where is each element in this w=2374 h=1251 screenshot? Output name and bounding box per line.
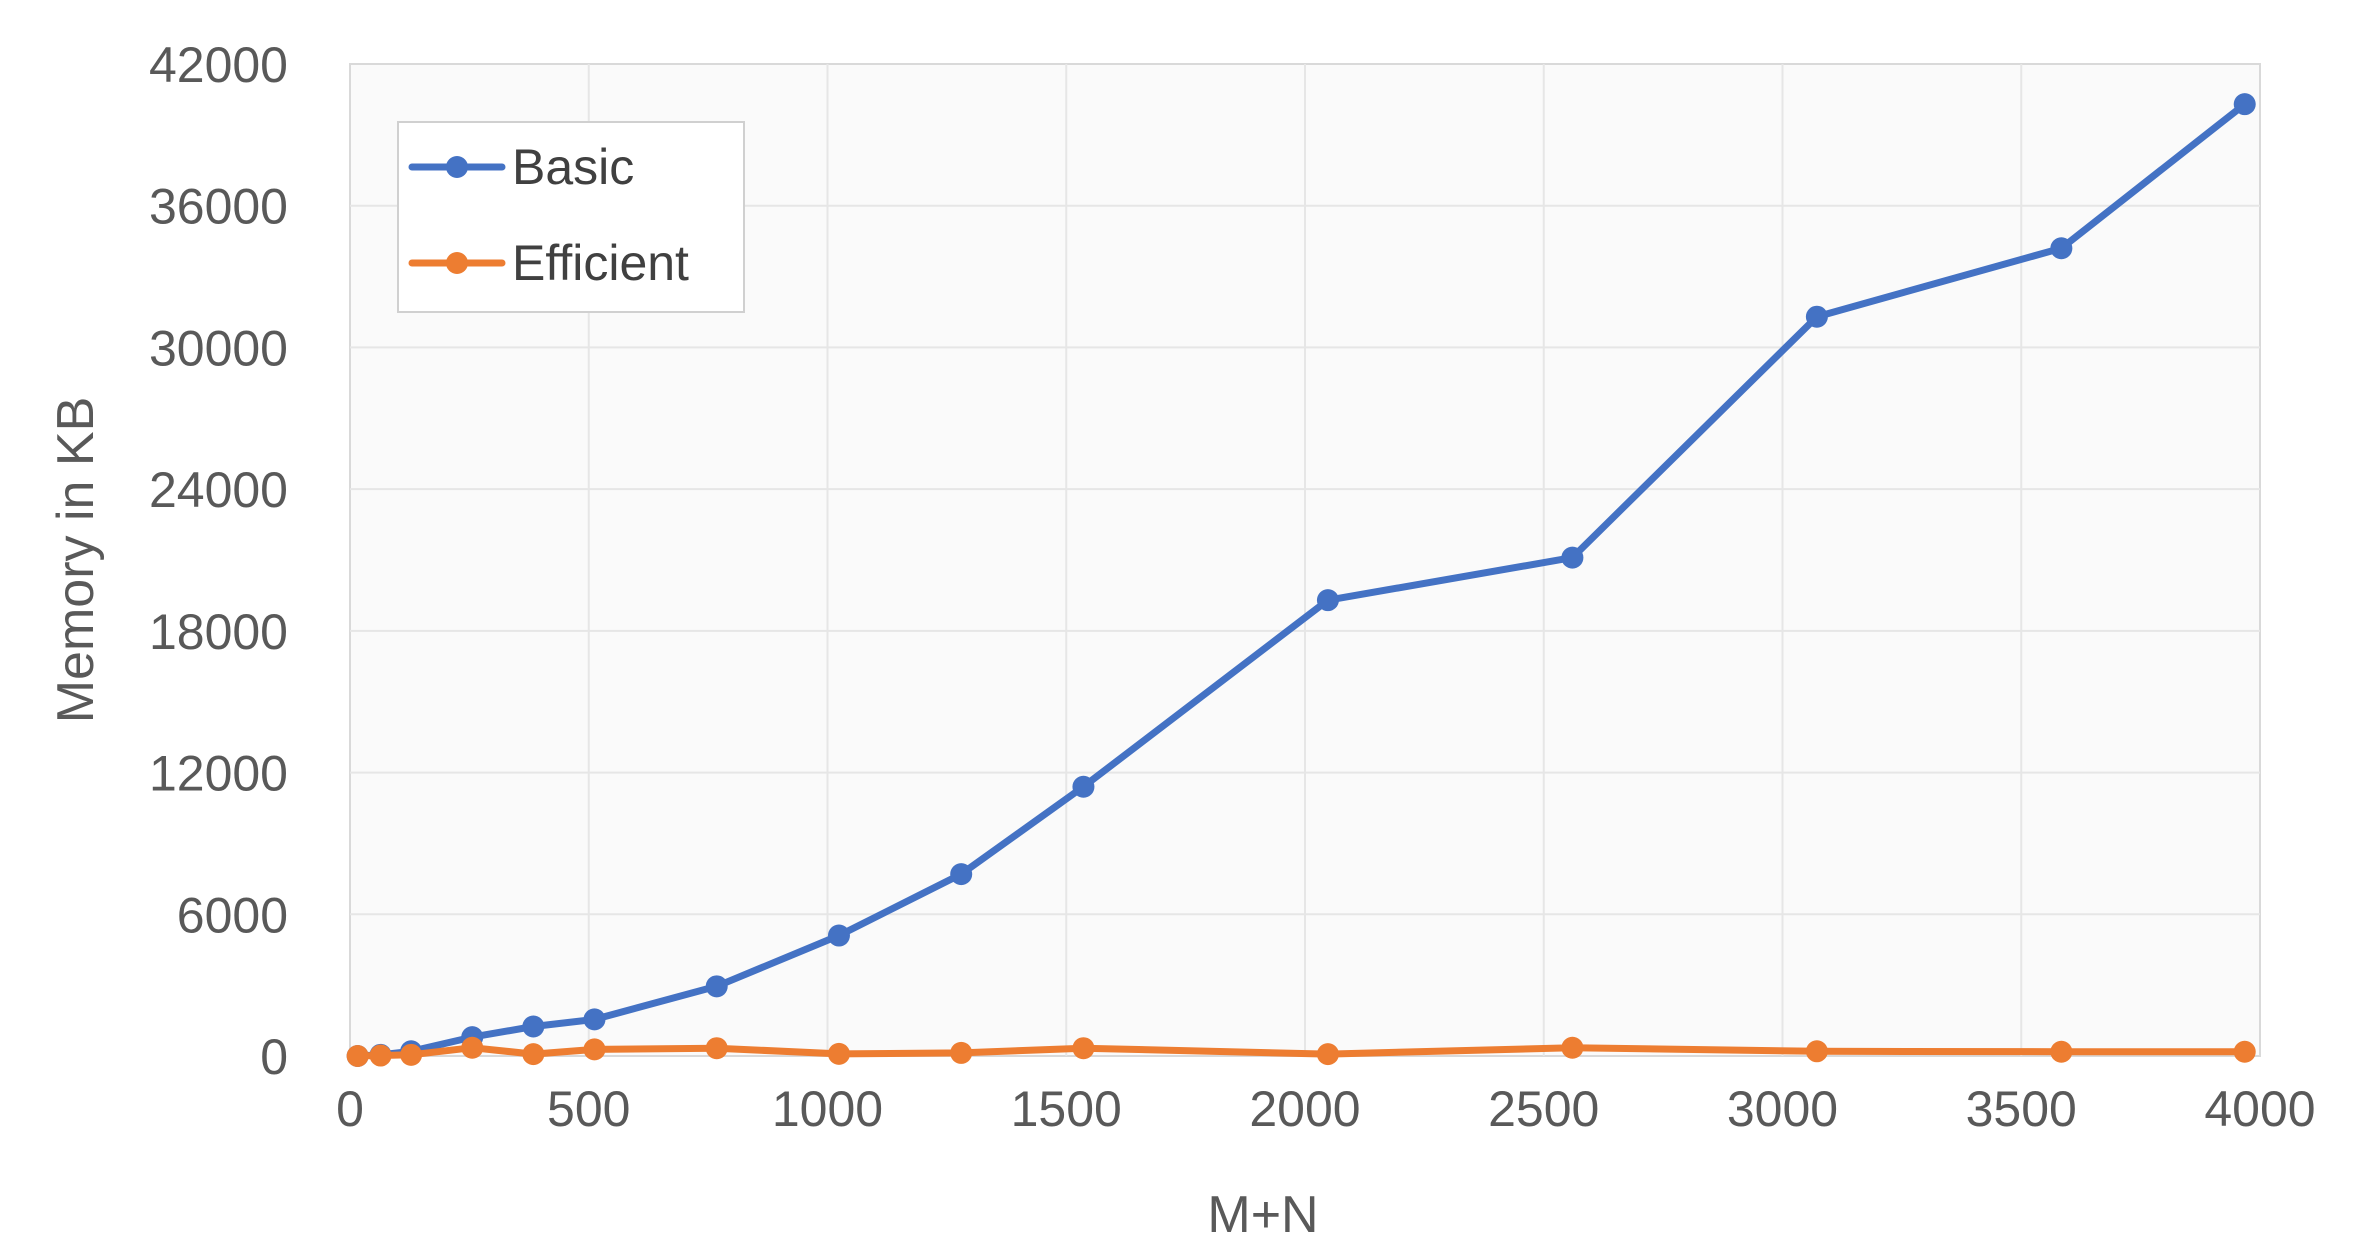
y-tick-label: 18000 xyxy=(149,604,288,660)
y-tick-label: 42000 xyxy=(149,37,288,93)
x-tick-label: 3500 xyxy=(1966,1081,2077,1137)
basic-data-point xyxy=(705,975,728,998)
x-tick-label: 0 xyxy=(336,1081,364,1137)
x-tick-label: 500 xyxy=(547,1081,630,1137)
y-tick-label: 0 xyxy=(260,1029,288,1085)
efficient-data-point xyxy=(1805,1040,1828,1063)
efficient-data-point xyxy=(583,1038,606,1061)
efficient-data-point xyxy=(1316,1043,1339,1066)
y-tick-label: 30000 xyxy=(149,320,288,376)
legend-swatch-marker xyxy=(446,252,468,274)
efficient-data-point xyxy=(1561,1036,1584,1059)
efficient-data-point xyxy=(1072,1037,1095,1060)
x-tick-label: 3000 xyxy=(1727,1081,1838,1137)
basic-data-point xyxy=(1561,546,1584,569)
basic-data-point xyxy=(1316,589,1339,612)
legend-item-basic: Basic xyxy=(408,139,634,195)
y-tick-label: 24000 xyxy=(149,462,288,518)
x-tick-label: 2000 xyxy=(1249,1081,1360,1137)
basic-data-point xyxy=(827,924,850,947)
legend: Basic Efficient xyxy=(397,121,745,313)
basic-data-point xyxy=(2233,93,2256,116)
efficient-data-point xyxy=(369,1044,392,1067)
legend-swatch-marker xyxy=(446,156,468,178)
efficient-data-point xyxy=(705,1037,728,1060)
legend-label: Basic xyxy=(512,139,634,195)
x-tick-label: 1000 xyxy=(772,1081,883,1137)
basic-data-point xyxy=(583,1008,606,1031)
efficient-data-point xyxy=(950,1041,973,1064)
efficient-data-point xyxy=(827,1042,850,1065)
efficient-data-point xyxy=(400,1043,423,1066)
efficient-data-point xyxy=(522,1043,545,1066)
basic-data-point xyxy=(2050,237,2073,260)
efficient-series xyxy=(346,1036,2256,1067)
basic-data-point xyxy=(1805,305,1828,328)
legend-label: Efficient xyxy=(512,235,689,291)
x-axis-title: M+N xyxy=(1207,1186,1318,1244)
basic-data-point xyxy=(950,863,973,886)
x-tick-label: 4000 xyxy=(2204,1081,2315,1137)
y-tick-label: 6000 xyxy=(177,887,288,943)
efficient-data-point xyxy=(461,1036,484,1059)
efficient-data-point xyxy=(2233,1040,2256,1063)
y-tick-label: 36000 xyxy=(149,179,288,235)
efficient-data-point xyxy=(2050,1040,2073,1063)
y-tick-label: 12000 xyxy=(149,746,288,802)
efficient-data-point xyxy=(346,1045,369,1067)
basic-data-point xyxy=(522,1015,545,1038)
x-tick-label: 1500 xyxy=(1011,1081,1122,1137)
x-tick-label: 2500 xyxy=(1488,1081,1599,1137)
basic-data-point xyxy=(1072,775,1095,798)
series-layer xyxy=(346,93,2256,1067)
legend-item-efficient: Efficient xyxy=(408,235,689,291)
y-axis-title: Memory in KB xyxy=(47,397,105,724)
axis-tick-labels: 0 500 1000 1500 2000 2500 3000 3500 4000 0 6000 120… xyxy=(149,37,2316,1137)
legend-box xyxy=(397,121,745,313)
